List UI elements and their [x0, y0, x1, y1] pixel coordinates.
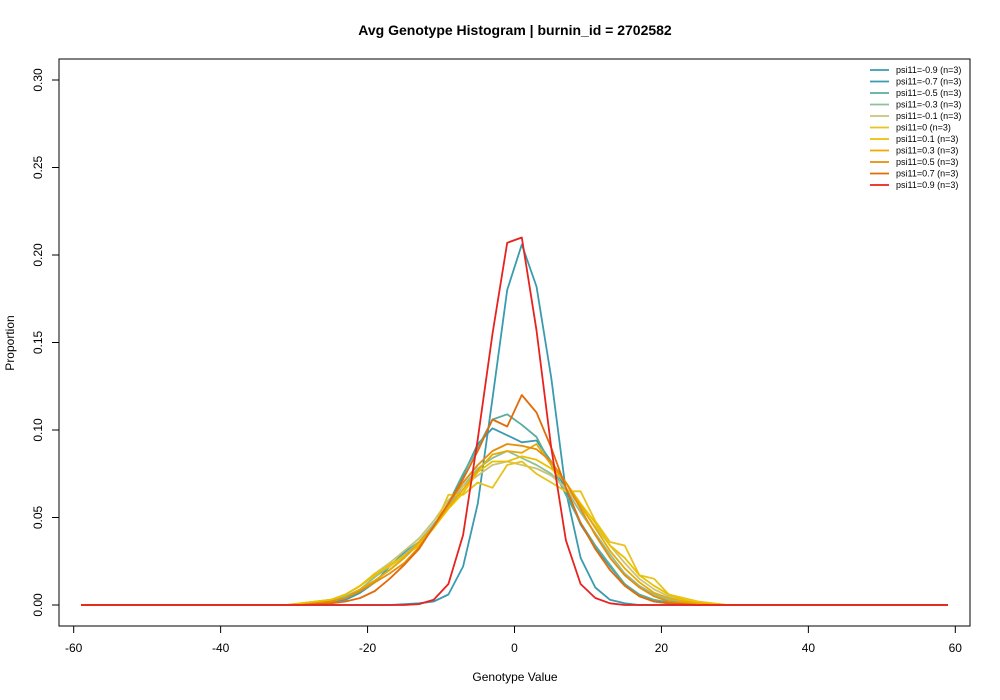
y-tick-label: 0.25: [31, 155, 45, 179]
y-tick-label: 0.00: [31, 593, 45, 617]
legend-label: psi11=-0.7 (n=3): [896, 77, 961, 87]
legend-label: psi11=-0.5 (n=3): [896, 88, 961, 98]
plot-frame: [58, 58, 971, 627]
legend-label: psi11=-0.3 (n=3): [896, 100, 961, 110]
legend-label: psi11=0.1 (n=3): [896, 134, 958, 144]
y-tick-label: 0.15: [31, 330, 45, 354]
x-tick-label: -40: [212, 641, 230, 655]
series-layer: [81, 236, 948, 606]
y-tick-label: 0.05: [31, 505, 45, 529]
legend-label: psi11=0.3 (n=3): [896, 146, 958, 156]
x-axis-label: Genotype Value: [472, 670, 557, 684]
y-axis: 0.00 0.05 0.10 0.15 0.20 0.25 0.30: [31, 68, 59, 617]
series-line-4: [81, 460, 948, 606]
series-line-5: [81, 460, 948, 606]
y-axis-label: Proportion: [3, 315, 17, 370]
x-tick-label: -60: [65, 641, 83, 655]
x-tick-label: 20: [655, 641, 669, 655]
y-tick-label: 0.20: [31, 243, 45, 267]
chart-title: Avg Genotype Histogram | burnin_id = 270…: [358, 22, 672, 38]
legend-label: psi11=0 (n=3): [896, 123, 951, 133]
x-tick-label: 60: [949, 641, 963, 655]
x-tick-label: 0: [511, 641, 518, 655]
x-tick-label: 40: [802, 641, 816, 655]
series-line-6: [81, 455, 948, 606]
series-line-9: [81, 394, 948, 606]
y-tick-label: 0.30: [31, 68, 45, 92]
legend-label: psi11=0.9 (n=3): [896, 180, 958, 190]
legend-label: psi11=-0.9 (n=3): [896, 65, 961, 75]
legend-label: psi11=-0.1 (n=3): [896, 111, 961, 121]
series-line-2: [81, 413, 948, 606]
series-line-3: [81, 450, 948, 606]
series-line-10: [81, 236, 948, 606]
x-axis: -60 -40 -20 0 20 40 60: [65, 626, 962, 655]
legend-label: psi11=0.5 (n=3): [896, 157, 958, 167]
series-line-7: [81, 443, 948, 606]
x-tick-label: -20: [359, 641, 377, 655]
legend: psi11=-0.9 (n=3)psi11=-0.7 (n=3)psi11=-0…: [870, 65, 961, 190]
series-line-8: [81, 443, 948, 606]
legend-label: psi11=0.7 (n=3): [896, 169, 958, 179]
y-tick-label: 0.10: [31, 418, 45, 442]
series-line-0: [81, 243, 948, 606]
